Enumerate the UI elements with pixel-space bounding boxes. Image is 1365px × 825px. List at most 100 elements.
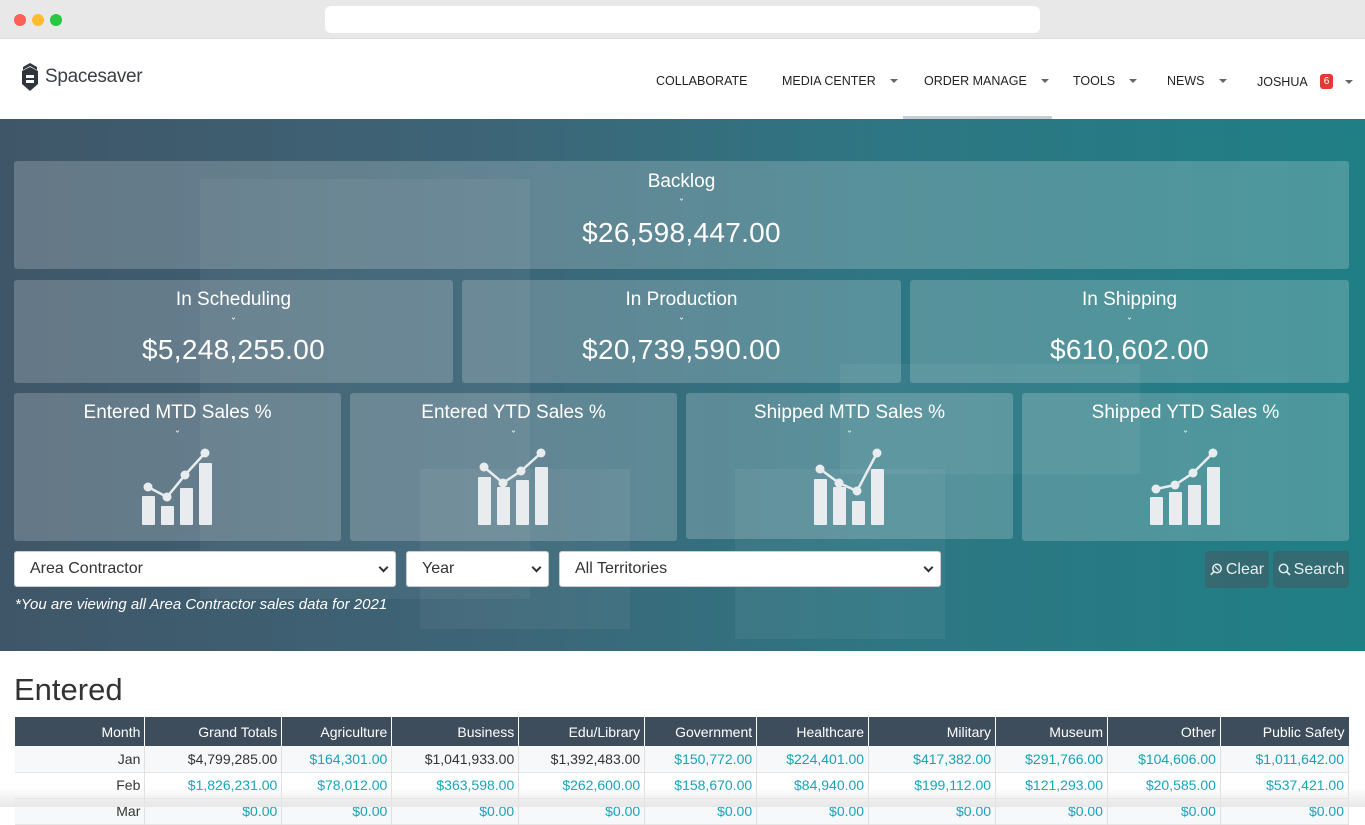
clear-button[interactable]: Clear xyxy=(1205,551,1269,588)
column-header-healthcare[interactable]: Healthcare xyxy=(756,717,870,746)
backlog-value: $26,598,447.00 xyxy=(582,217,781,248)
in-production-value: $20,739,590.00 xyxy=(582,334,781,365)
sales-link-cell[interactable]: $150,772.00 xyxy=(644,746,758,772)
background-decoration xyxy=(840,364,1140,474)
nav-tools[interactable]: TOOLS xyxy=(1073,74,1138,88)
chevron-down-icon xyxy=(378,562,389,573)
nav-user-menu[interactable]: JOSHUA 6 xyxy=(1257,74,1354,89)
chevron-down-icon: ˇ xyxy=(510,429,517,442)
notification-badge: 6 xyxy=(1319,74,1334,89)
minimize-window-button[interactable] xyxy=(32,14,44,26)
bar-line-chart-icon xyxy=(477,448,548,525)
chevron-down-icon xyxy=(531,562,542,573)
close-window-button[interactable] xyxy=(14,14,26,26)
active-nav-indicator xyxy=(903,116,1052,119)
in-shipping-card[interactable]: In Shipping ˇ $610,602.00 xyxy=(910,280,1349,383)
in-scheduling-card[interactable]: In Scheduling ˇ $5,248,255.00 xyxy=(14,280,453,383)
sales-cell: $4,799,285.00 xyxy=(144,746,283,772)
caret-down-icon xyxy=(1129,79,1138,83)
nav-news-label: NEWS xyxy=(1167,74,1205,88)
search-button[interactable]: Search xyxy=(1273,551,1349,588)
bar-line-chart-icon xyxy=(141,448,212,525)
chevron-down-icon: ˇ xyxy=(678,197,685,210)
caret-down-icon xyxy=(889,79,898,83)
nav-news[interactable]: NEWS xyxy=(1167,74,1227,88)
sales-link-cell[interactable]: $417,382.00 xyxy=(868,746,997,772)
sales-link-cell[interactable]: $291,766.00 xyxy=(995,746,1108,772)
column-header-month[interactable]: Month xyxy=(15,717,146,746)
shipped-ytd-sales-card[interactable]: Shipped YTD Sales % ˇ xyxy=(1022,393,1349,541)
clear-button-label: Clear xyxy=(1225,560,1265,578)
territory-value: All Territories xyxy=(575,560,668,577)
column-header-government[interactable]: Government xyxy=(644,717,758,746)
sales-link-cell[interactable]: $104,606.00 xyxy=(1107,746,1221,772)
year-select[interactable]: Year xyxy=(406,551,549,587)
entered-mtd-sales-card[interactable]: Entered MTD Sales % ˇ xyxy=(14,393,341,541)
column-header-agriculture[interactable]: Agriculture xyxy=(281,717,393,746)
contractor-type-value: Area Contractor xyxy=(30,560,143,577)
maximize-window-button[interactable] xyxy=(50,14,62,26)
sales-link-cell[interactable]: $164,301.00 xyxy=(281,746,393,772)
top-navbar: Spacesaver COLLABORATE MEDIA CENTER ORDE… xyxy=(0,39,1365,119)
nav-collaborate[interactable]: COLLABORATE xyxy=(656,74,747,88)
chevron-down-icon: ˇ xyxy=(230,316,237,329)
nav-tools-label: TOOLS xyxy=(1073,74,1116,88)
search-icon xyxy=(1278,563,1291,576)
shipped-mtd-sales-card[interactable]: Shipped MTD Sales % ˇ xyxy=(686,393,1013,539)
in-shipping-value: $610,602.00 xyxy=(1049,334,1209,365)
brand-name: Spacesaver xyxy=(45,66,143,87)
sales-cell: $1,392,483.00 xyxy=(518,746,646,772)
column-header-military[interactable]: Military xyxy=(868,717,997,746)
chevron-down-icon: ˇ xyxy=(678,316,685,329)
shipped-ytd-sales-title: Shipped YTD Sales % xyxy=(1091,402,1280,423)
background-decoration xyxy=(200,179,530,599)
in-scheduling-value: $5,248,255.00 xyxy=(142,334,325,365)
brand-logo[interactable]: Spacesaver xyxy=(20,61,143,93)
entered-ytd-sales-card[interactable]: Entered YTD Sales % ˇ xyxy=(350,393,677,541)
month-cell: Jan xyxy=(15,746,146,772)
entered-mtd-sales-title: Entered MTD Sales % xyxy=(83,402,272,423)
contractor-type-select[interactable]: Area Contractor xyxy=(14,551,396,587)
sales-link-cell[interactable]: $224,401.00 xyxy=(756,746,870,772)
territory-select[interactable]: All Territories xyxy=(559,551,941,587)
nav-collaborate-label: COLLABORATE xyxy=(656,74,748,88)
table-header-row: Month Grand Totals Agriculture Business … xyxy=(15,717,1349,746)
scroll-fade xyxy=(0,787,1365,807)
in-production-card[interactable]: In Production ˇ $20,739,590.00 xyxy=(462,280,901,383)
address-bar[interactable] xyxy=(325,6,1040,33)
entered-ytd-sales-title: Entered YTD Sales % xyxy=(421,402,606,423)
column-header-other[interactable]: Other xyxy=(1107,717,1221,746)
caret-down-icon xyxy=(1040,79,1049,83)
year-value: Year xyxy=(422,560,455,577)
in-production-title: In Production xyxy=(625,289,738,310)
nav-media-center[interactable]: MEDIA CENTER xyxy=(782,74,898,88)
nav-order-manage-label: ORDER MANAGE xyxy=(924,74,1027,88)
sales-link-cell[interactable]: $1,011,642.00 xyxy=(1220,746,1350,772)
bar-line-chart-icon xyxy=(813,448,884,525)
chevron-down-icon: ˇ xyxy=(174,429,181,442)
column-header-public-safety[interactable]: Public Safety xyxy=(1220,717,1349,746)
caret-down-icon xyxy=(1218,79,1227,83)
sales-cell: $1,041,933.00 xyxy=(391,746,520,772)
bar-line-chart-icon xyxy=(1149,448,1220,525)
column-header-edu-library[interactable]: Edu/Library xyxy=(518,717,646,746)
entered-section-title: Entered xyxy=(14,672,123,707)
column-header-grand-totals[interactable]: Grand Totals xyxy=(144,717,283,746)
chevron-down-icon: ˇ xyxy=(1182,429,1189,442)
chevron-down-icon: ˇ xyxy=(846,429,853,442)
column-header-museum[interactable]: Museum xyxy=(995,717,1108,746)
backlog-card[interactable]: Backlog ˇ $26,598,447.00 xyxy=(14,161,1349,269)
shipped-mtd-sales-title: Shipped MTD Sales % xyxy=(753,402,946,423)
viewing-note: *You are viewing all Area Contractor sal… xyxy=(15,596,388,613)
nav-media-center-label: MEDIA CENTER xyxy=(782,74,876,88)
nav-order-manage[interactable]: ORDER MANAGE xyxy=(924,74,1049,88)
browser-chrome xyxy=(0,0,1365,39)
search-button-label: Search xyxy=(1293,560,1345,578)
nav-user-label: JOSHUA xyxy=(1257,74,1308,89)
chevron-down-icon: ˇ xyxy=(1126,316,1133,329)
column-header-business[interactable]: Business xyxy=(391,717,520,746)
in-scheduling-title: In Scheduling xyxy=(175,289,292,310)
spacesaver-logo-icon xyxy=(22,63,38,91)
caret-down-icon xyxy=(1345,79,1354,84)
in-shipping-title: In Shipping xyxy=(1081,289,1178,310)
